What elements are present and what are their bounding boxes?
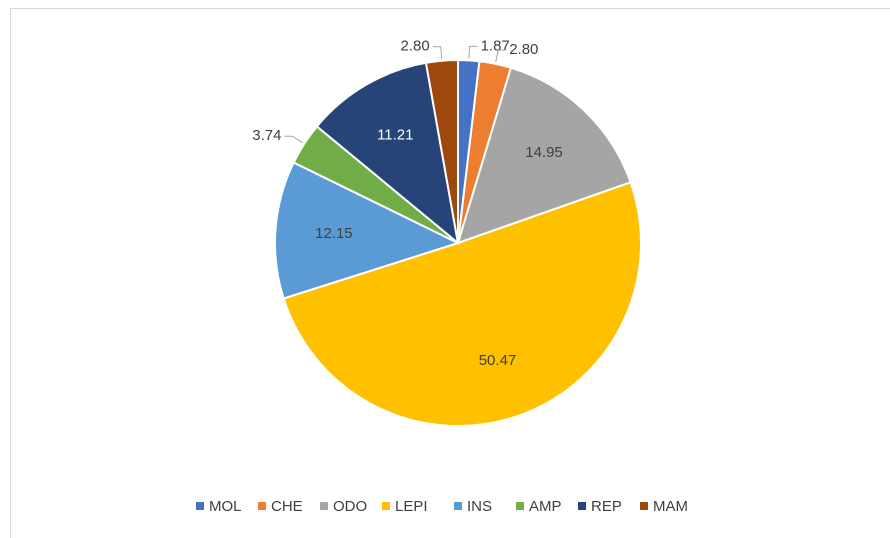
- leader-line: [468, 45, 478, 59]
- legend-label: CHE: [271, 498, 303, 515]
- leader-line: [432, 46, 443, 59]
- legend-label: MOL: [209, 498, 242, 515]
- data-label: 14.95: [525, 144, 563, 161]
- legend-swatch: [516, 502, 524, 510]
- data-label: 11.21: [377, 126, 413, 143]
- legend-swatch: [454, 502, 462, 510]
- legend-swatch: [258, 502, 266, 510]
- data-label: 3.74: [252, 127, 281, 144]
- data-label: 12.15: [315, 225, 353, 242]
- legend-label: MAM: [653, 498, 688, 515]
- data-label: 2.80: [509, 41, 538, 58]
- pie-slice: [274, 161, 461, 300]
- leader-line: [495, 49, 507, 62]
- pie-slice: [456, 66, 632, 245]
- legend-swatch: [320, 502, 328, 510]
- pie-slice: [424, 58, 459, 244]
- data-label: 2.80: [400, 38, 429, 55]
- legend-label: ODO: [333, 498, 367, 515]
- legend-swatch: [196, 502, 204, 510]
- legend-label: REP: [591, 498, 622, 515]
- legend-swatch: [578, 502, 586, 510]
- legend-label: LEPI: [395, 498, 428, 515]
- legend-label: INS: [467, 498, 492, 515]
- legend-swatch: [640, 502, 648, 510]
- pie-slice: [282, 181, 642, 427]
- data-label: 1.87: [481, 37, 510, 54]
- pie-slice: [315, 61, 460, 246]
- leader-line: [284, 135, 303, 144]
- legend-swatch: [382, 502, 390, 510]
- legend-label: AMP: [529, 498, 562, 515]
- data-label: 50.47: [479, 352, 517, 369]
